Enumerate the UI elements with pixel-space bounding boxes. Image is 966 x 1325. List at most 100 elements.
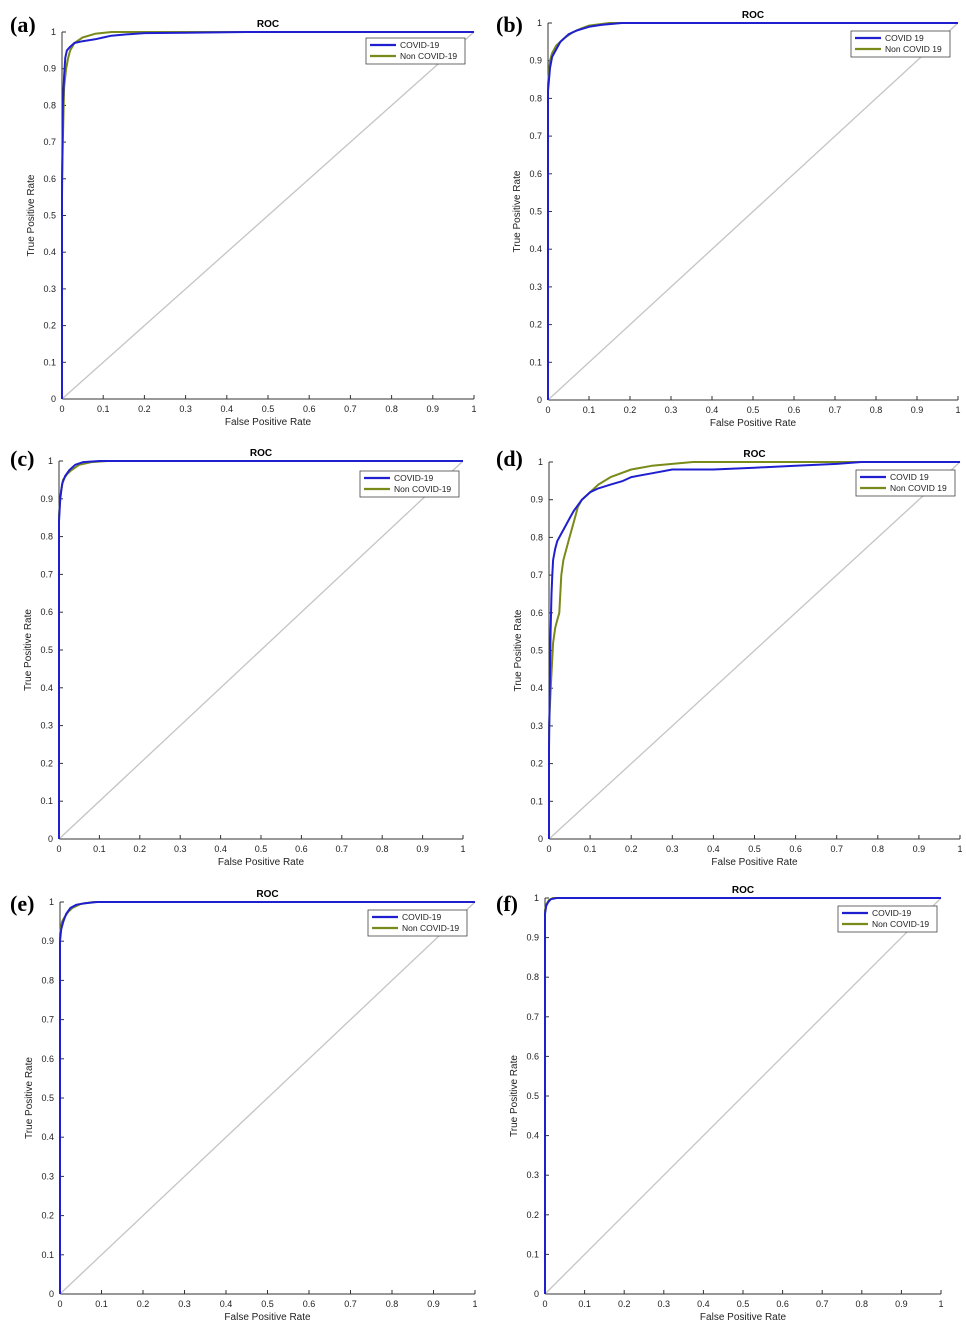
y-tick-label: 0.7	[530, 570, 543, 580]
roc-panel: (f) ROC 0 0.1 0.2 0.3 0.4 0.5 0.6 0.7 0.8 0.9 1 0 0.1 0…	[496, 885, 944, 1323]
chance-diagonal-line	[548, 461, 961, 840]
legend-box	[359, 470, 460, 498]
roc-series-line	[547, 22, 958, 400]
x-tick-label: 0.4	[706, 405, 719, 415]
x-tick-label: 0.6	[789, 844, 802, 854]
x-tick-label: 0.8	[856, 1299, 869, 1309]
x-tick-label: 0	[56, 844, 61, 854]
y-tick-label: 0.6	[41, 1054, 54, 1064]
x-tick-label: 0.5	[737, 1299, 750, 1309]
x-tick-label: 1	[460, 844, 465, 854]
y-tick-label: 0.9	[529, 56, 542, 66]
y-tick-label: 0.5	[40, 645, 53, 655]
panel-label: (b)	[496, 12, 523, 37]
legend-entry: Non COVID 19	[885, 44, 942, 54]
legend-box	[367, 909, 468, 937]
legend-entry: COVID-19	[872, 908, 911, 918]
x-tick-label: 0.9	[913, 844, 926, 854]
y-tick-label: 1	[537, 18, 542, 28]
y-tick-label: 0.9	[43, 64, 56, 74]
chart-title: ROC	[257, 19, 279, 30]
legend-entry: Non COVID-19	[400, 51, 457, 61]
chart-title: ROC	[732, 885, 754, 896]
x-tick-label: 0.7	[816, 1299, 829, 1309]
y-tick-label: 0	[534, 1289, 539, 1299]
x-axis-label: False Positive Rate	[218, 857, 305, 868]
x-tick-label: 1	[472, 1299, 477, 1309]
legend-entry: Non COVID 19	[890, 483, 947, 493]
x-tick-label: 0	[57, 1299, 62, 1309]
x-tick-label: 0.1	[97, 404, 110, 414]
y-tick-label: 0.2	[40, 758, 53, 768]
y-tick-label: 0	[537, 395, 542, 405]
y-tick-label: 1	[534, 893, 539, 903]
x-tick-label: 0.9	[416, 844, 429, 854]
x-tick-label: 0.1	[93, 844, 106, 854]
legend-entry: Non COVID-19	[872, 919, 929, 929]
y-tick-label: 0	[49, 1289, 54, 1299]
x-tick-label: 0.1	[583, 405, 596, 415]
x-tick-label: 0.7	[336, 844, 349, 854]
x-tick-label: 0.2	[624, 405, 637, 415]
chance-diagonal-line	[547, 22, 959, 401]
chance-diagonal-line	[58, 460, 464, 840]
x-tick-label: 1	[957, 844, 962, 854]
x-tick-label: 1	[938, 1299, 943, 1309]
y-tick-label: 0.5	[41, 1093, 54, 1103]
y-tick-label: 0.3	[530, 721, 543, 731]
roc-series-line	[548, 461, 960, 839]
x-tick-label: 0	[546, 844, 551, 854]
y-tick-label: 0.3	[526, 1170, 539, 1180]
y-axis-label: True Positive Rate	[24, 1057, 35, 1139]
x-tick-label: 0.9	[911, 405, 924, 415]
roc-panel: (b) ROC 0 0.1 0.2 0.3 0.4 0.5 0.6 0.7 0.8 0.9 1 0 0.1 0…	[496, 10, 961, 429]
y-tick-label: 0.6	[529, 169, 542, 179]
roc-panel: (c) ROC 0 0.1 0.2 0.3 0.4 0.5 0.6 0.7 0.8 0.9 1 0 0.1 0…	[10, 446, 466, 868]
x-axis-label: False Positive Rate	[700, 1312, 787, 1323]
chance-diagonal-line	[61, 31, 475, 400]
x-tick-label: 0.7	[830, 844, 843, 854]
y-axis-label: True Positive Rate	[23, 609, 34, 691]
x-tick-label: 0.5	[747, 405, 760, 415]
x-tick-label: 0.7	[344, 404, 357, 414]
x-tick-label: 0.4	[707, 844, 720, 854]
y-tick-label: 0.9	[526, 933, 539, 943]
x-axis-label: False Positive Rate	[711, 857, 798, 868]
x-tick-label: 0.4	[221, 404, 234, 414]
chart-title: ROC	[743, 449, 765, 460]
x-tick-label: 0.9	[427, 404, 440, 414]
x-axis-label: False Positive Rate	[225, 417, 312, 428]
y-tick-label: 0.1	[526, 1249, 539, 1259]
y-tick-label: 0.8	[41, 975, 54, 985]
x-tick-label: 0.7	[829, 405, 842, 415]
roc-panel: (a) ROC 0 0.1 0.2 0.3 0.4 0.5 0.6 0.7 0.8 0.9 1 0 0.1 0…	[10, 12, 477, 428]
x-tick-label: 0.2	[625, 844, 638, 854]
y-axis-label: True Positive Rate	[513, 609, 524, 691]
legend-entry: COVID 19	[885, 33, 924, 43]
legend-entry: COVID-19	[400, 40, 439, 50]
y-tick-label: 0.8	[526, 972, 539, 982]
chart-title: ROC	[256, 889, 278, 900]
x-tick-label: 0.2	[137, 1299, 150, 1309]
x-tick-label: 0.6	[776, 1299, 789, 1309]
y-tick-label: 0.4	[530, 683, 543, 693]
chart-title: ROC	[250, 448, 272, 459]
y-tick-label: 0.1	[40, 796, 53, 806]
y-tick-label: 0.5	[529, 207, 542, 217]
x-tick-label: 0.2	[138, 404, 151, 414]
y-tick-label: 0.3	[529, 282, 542, 292]
y-tick-label: 0.4	[526, 1131, 539, 1141]
x-tick-label: 0.6	[303, 404, 316, 414]
panel-label: (d)	[496, 446, 523, 471]
y-tick-label: 0.7	[40, 569, 53, 579]
y-tick-label: 0.3	[41, 1171, 54, 1181]
y-axis-label: True Positive Rate	[512, 170, 523, 252]
y-tick-label: 0.2	[41, 1211, 54, 1221]
panel-label: (c)	[10, 446, 34, 471]
y-tick-label: 0.3	[40, 721, 53, 731]
y-tick-label: 0.7	[529, 131, 542, 141]
